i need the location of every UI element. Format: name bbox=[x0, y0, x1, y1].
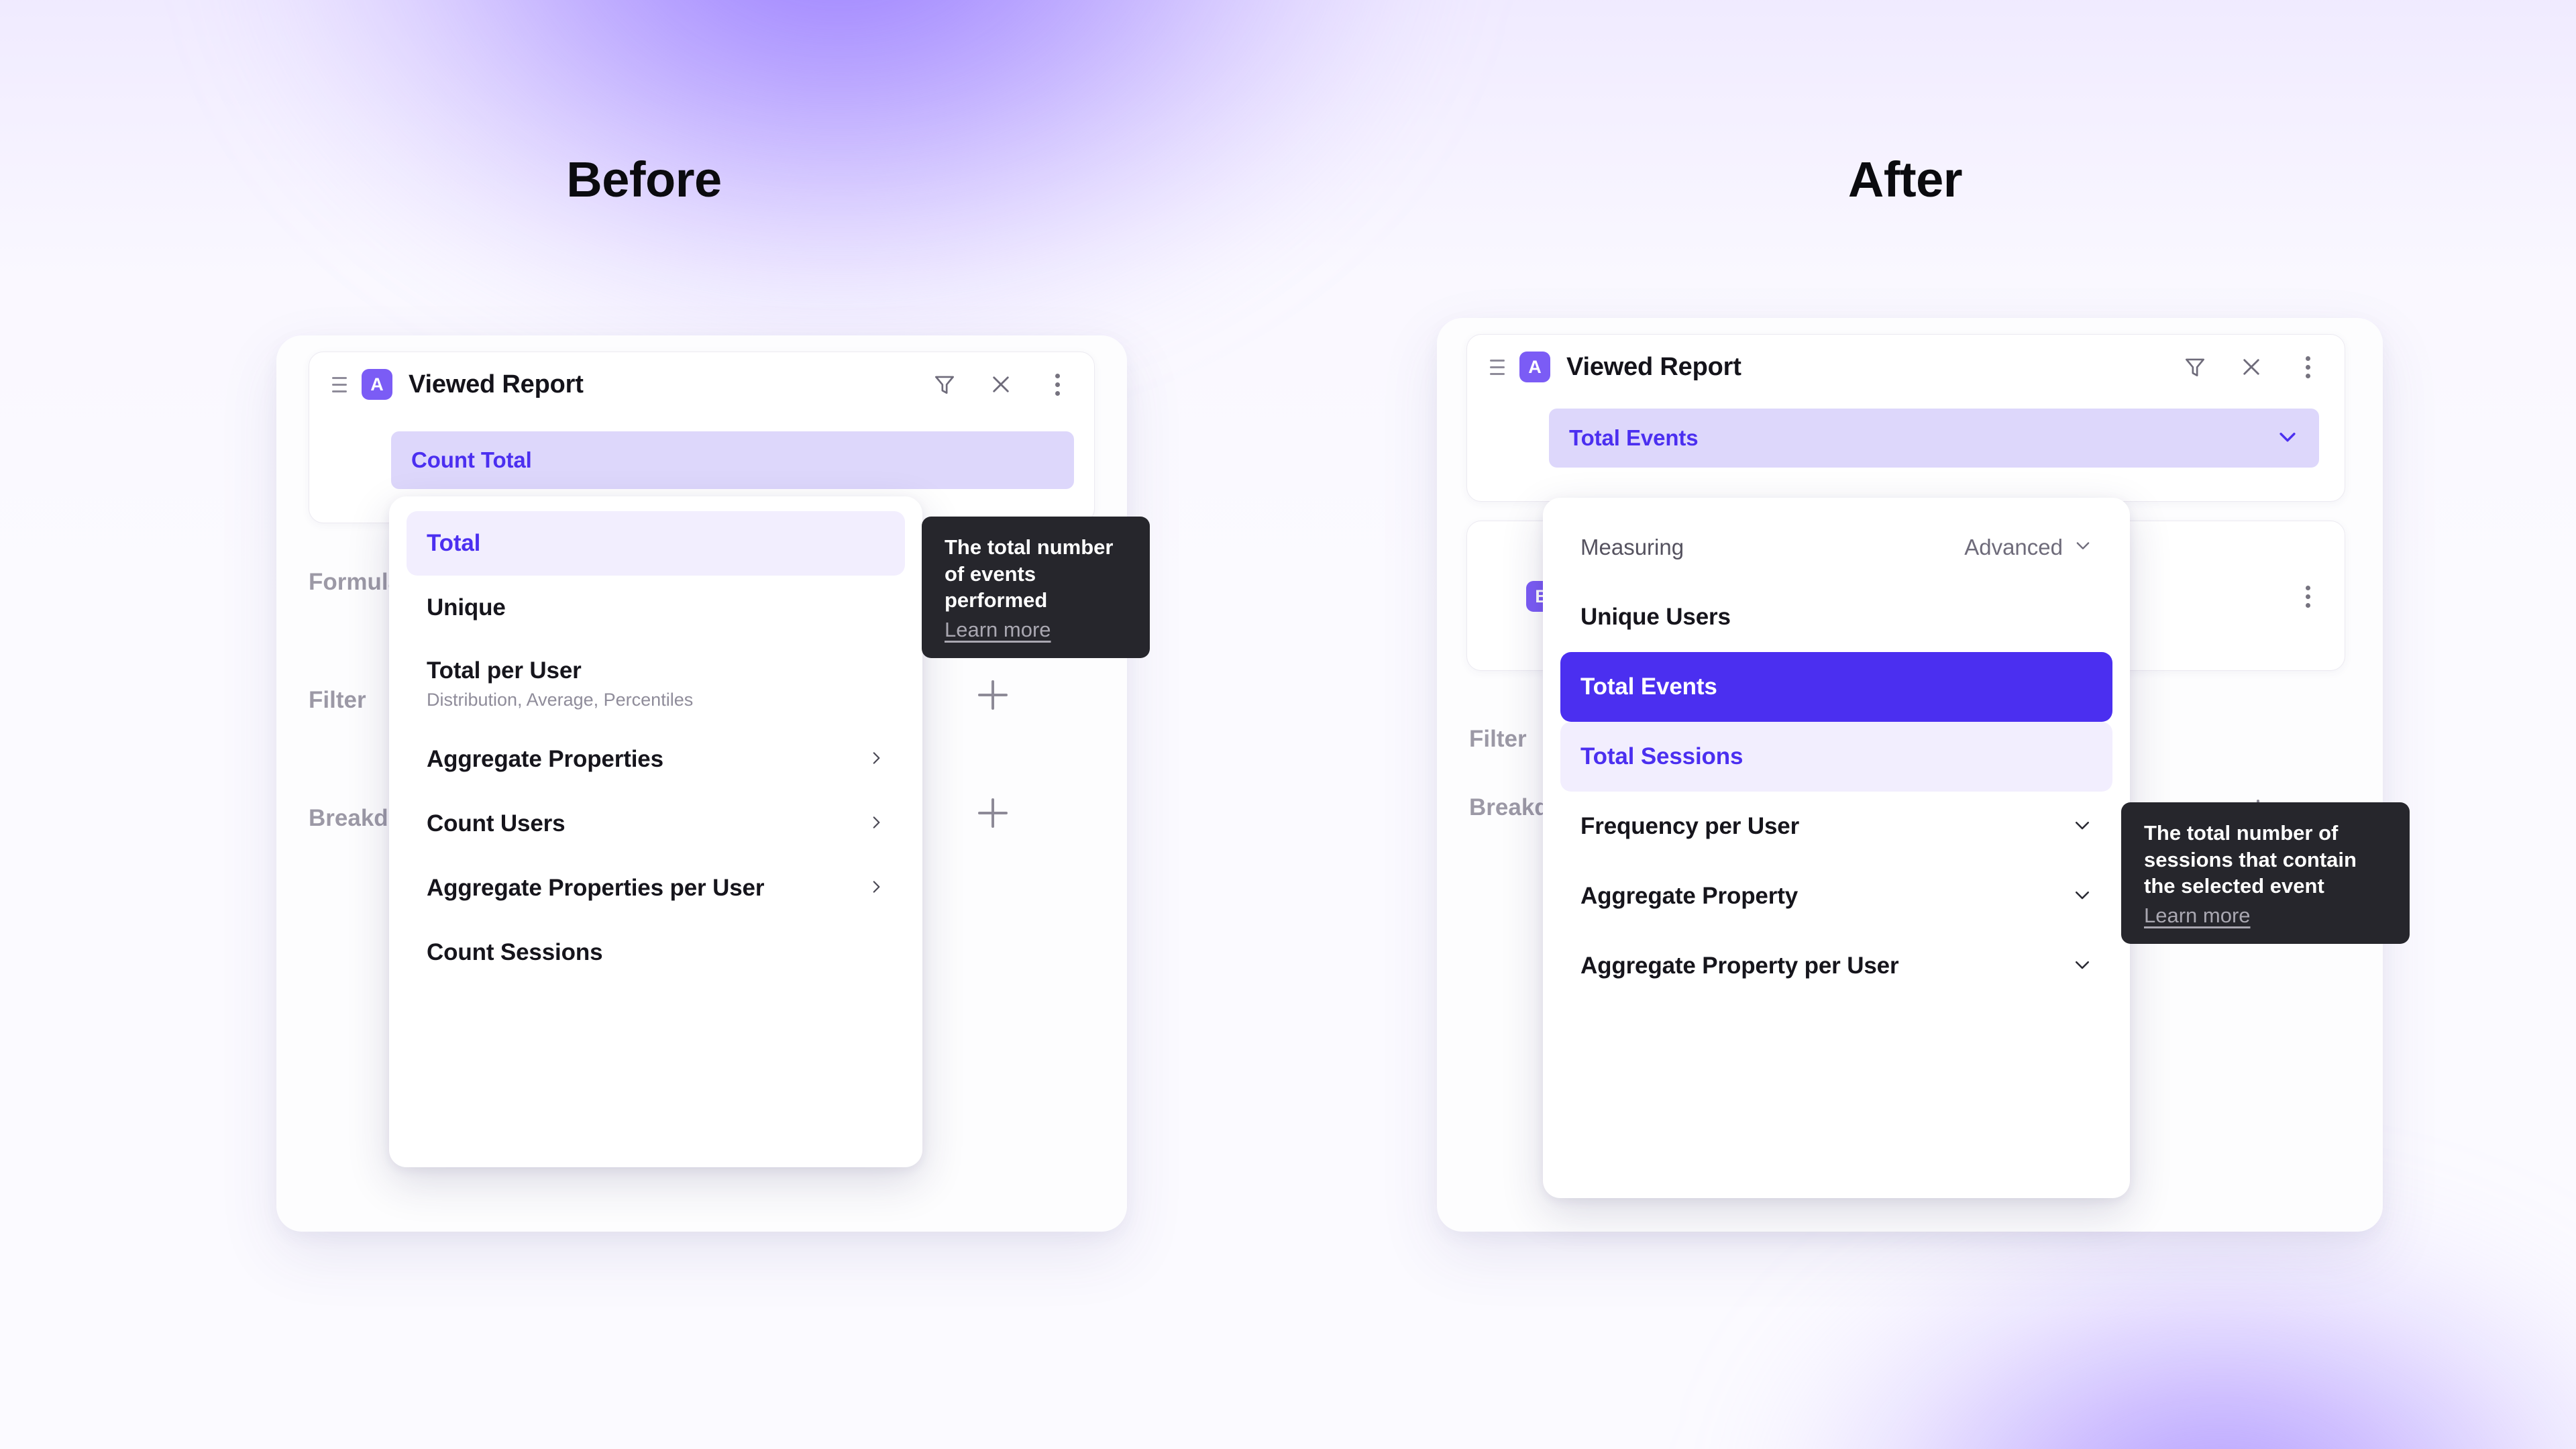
after-event-badge-a: A bbox=[1519, 352, 1550, 382]
after-dropdown-item-label: Total Events bbox=[1580, 674, 1717, 700]
chevron-down-icon bbox=[2072, 815, 2092, 839]
after-section-label-filter: Filter bbox=[1469, 726, 1527, 752]
before-tooltip: The total number of events performed Lea… bbox=[922, 517, 1150, 659]
before-dropdown-item-count-users[interactable]: Count Users bbox=[407, 792, 905, 856]
before-dropdown-item-label: Count Users bbox=[427, 810, 566, 837]
chevron-right-icon bbox=[867, 749, 885, 770]
after-dropdown-item-label: Aggregate Property bbox=[1580, 883, 1799, 909]
after-card-b-actions bbox=[2294, 582, 2322, 610]
after-dropdown-item-label: Aggregate Property per User bbox=[1580, 953, 1899, 979]
before-dropdown-item-label: Aggregate Properties bbox=[427, 746, 663, 772]
drag-handle-icon[interactable] bbox=[332, 373, 355, 396]
after-tooltip-text: The total number of sessions that contai… bbox=[2144, 821, 2357, 898]
after-event-card-header: A Viewed Report bbox=[1467, 335, 2345, 399]
after-dropdown-item-unique-users[interactable]: Unique Users bbox=[1560, 582, 2112, 652]
close-icon[interactable] bbox=[2237, 353, 2265, 381]
before-dropdown-item-unique[interactable]: Unique bbox=[407, 576, 905, 640]
chevron-down-icon bbox=[2072, 955, 2092, 978]
after-dropdown-mode-toggle[interactable]: Advanced bbox=[1964, 535, 2092, 560]
chevron-down-icon bbox=[2074, 535, 2092, 560]
before-tooltip-text: The total number of events performed bbox=[945, 535, 1114, 612]
tooltip-tail-icon bbox=[922, 558, 923, 588]
after-dropdown-header: Measuring Advanced bbox=[1560, 513, 2112, 582]
after-dropdown-item-aggregate-property-per-user[interactable]: Aggregate Property per User bbox=[1560, 931, 2112, 1001]
after-dropdown-item-aggregate-property[interactable]: Aggregate Property bbox=[1560, 861, 2112, 931]
before-measure-dropdown: Total Unique Total per User Distribution… bbox=[389, 496, 922, 1167]
chevron-down-icon bbox=[2072, 885, 2092, 908]
after-dropdown-header-title: Measuring bbox=[1580, 535, 1684, 559]
chevron-right-icon bbox=[867, 814, 885, 835]
before-dropdown-item-total[interactable]: Total bbox=[407, 511, 905, 576]
after-dropdown-item-label: Total Sessions bbox=[1580, 743, 1743, 769]
before-tooltip-learn-more-link[interactable]: Learn more bbox=[945, 618, 1051, 642]
kebab-icon[interactable] bbox=[1043, 370, 1071, 398]
after-dropdown-mode-label: Advanced bbox=[1964, 535, 2063, 559]
after-tooltip-learn-more-link[interactable]: Learn more bbox=[2144, 904, 2251, 928]
after-tooltip: The total number of sessions that contai… bbox=[2121, 802, 2410, 945]
after-dropdown-item-frequency-per-user[interactable]: Frequency per User bbox=[1560, 792, 2112, 861]
before-dropdown-item-aggregate-properties-per-user[interactable]: Aggregate Properties per User bbox=[407, 856, 905, 920]
filter-icon[interactable] bbox=[930, 370, 959, 398]
close-icon[interactable] bbox=[987, 370, 1015, 398]
before-dropdown-item-label: Total per User bbox=[427, 657, 582, 684]
before-event-badge: A bbox=[362, 369, 392, 400]
after-event-card-a: A Viewed Report Total Events bbox=[1466, 334, 2345, 502]
after-dropdown-item-total-sessions[interactable]: Total Sessions bbox=[1560, 722, 2112, 792]
before-card-actions bbox=[930, 370, 1071, 398]
before-measure-value: Count Total bbox=[411, 447, 532, 472]
before-measure-select[interactable]: Count Total bbox=[391, 431, 1074, 489]
before-add-breakdown-button[interactable] bbox=[974, 794, 1012, 832]
kebab-icon[interactable] bbox=[2294, 353, 2322, 381]
before-section-label-filter: Filter bbox=[309, 687, 366, 713]
chevron-down-icon bbox=[2276, 425, 2299, 451]
tooltip-tail-icon bbox=[2121, 841, 2123, 871]
after-measure-dropdown: Measuring Advanced Unique Users Total Ev… bbox=[1543, 498, 2130, 1198]
kebab-icon[interactable] bbox=[2294, 582, 2322, 610]
before-dropdown-item-aggregate-properties[interactable]: Aggregate Properties bbox=[407, 727, 905, 792]
after-card-actions bbox=[2181, 353, 2322, 381]
before-dropdown-item-label: Aggregate Properties per User bbox=[427, 875, 765, 901]
before-add-filter-button[interactable] bbox=[974, 676, 1012, 714]
chevron-right-icon bbox=[867, 878, 885, 899]
after-event-title: Viewed Report bbox=[1566, 352, 1741, 381]
heading-before: Before bbox=[566, 152, 722, 207]
before-section-label-formula: Formula bbox=[309, 569, 402, 595]
drag-handle-icon[interactable] bbox=[1490, 356, 1513, 378]
before-event-title: Viewed Report bbox=[409, 370, 584, 398]
before-dropdown-item-label: Unique bbox=[427, 594, 506, 621]
after-dropdown-item-total-events[interactable]: Total Events bbox=[1560, 652, 2112, 722]
before-dropdown-item-sublabel: Distribution, Average, Percentiles bbox=[427, 689, 694, 710]
before-dropdown-item-total-per-user[interactable]: Total per User Distribution, Average, Pe… bbox=[407, 640, 905, 727]
after-dropdown-item-label: Unique Users bbox=[1580, 604, 1731, 630]
heading-after: After bbox=[1847, 152, 1963, 207]
before-dropdown-item-label: Total bbox=[427, 530, 481, 556]
after-measure-value: Total Events bbox=[1569, 425, 1699, 450]
before-event-card: A Viewed Report Count Total bbox=[309, 352, 1095, 523]
before-dropdown-item-label: Count Sessions bbox=[427, 939, 603, 965]
filter-icon[interactable] bbox=[2181, 353, 2209, 381]
after-dropdown-item-label: Frequency per User bbox=[1580, 813, 1800, 839]
background-glow-bottom bbox=[1784, 1234, 2576, 1449]
before-dropdown-item-count-sessions[interactable]: Count Sessions bbox=[407, 920, 905, 985]
before-event-card-header: A Viewed Report bbox=[309, 352, 1094, 417]
after-measure-select[interactable]: Total Events bbox=[1549, 409, 2319, 468]
